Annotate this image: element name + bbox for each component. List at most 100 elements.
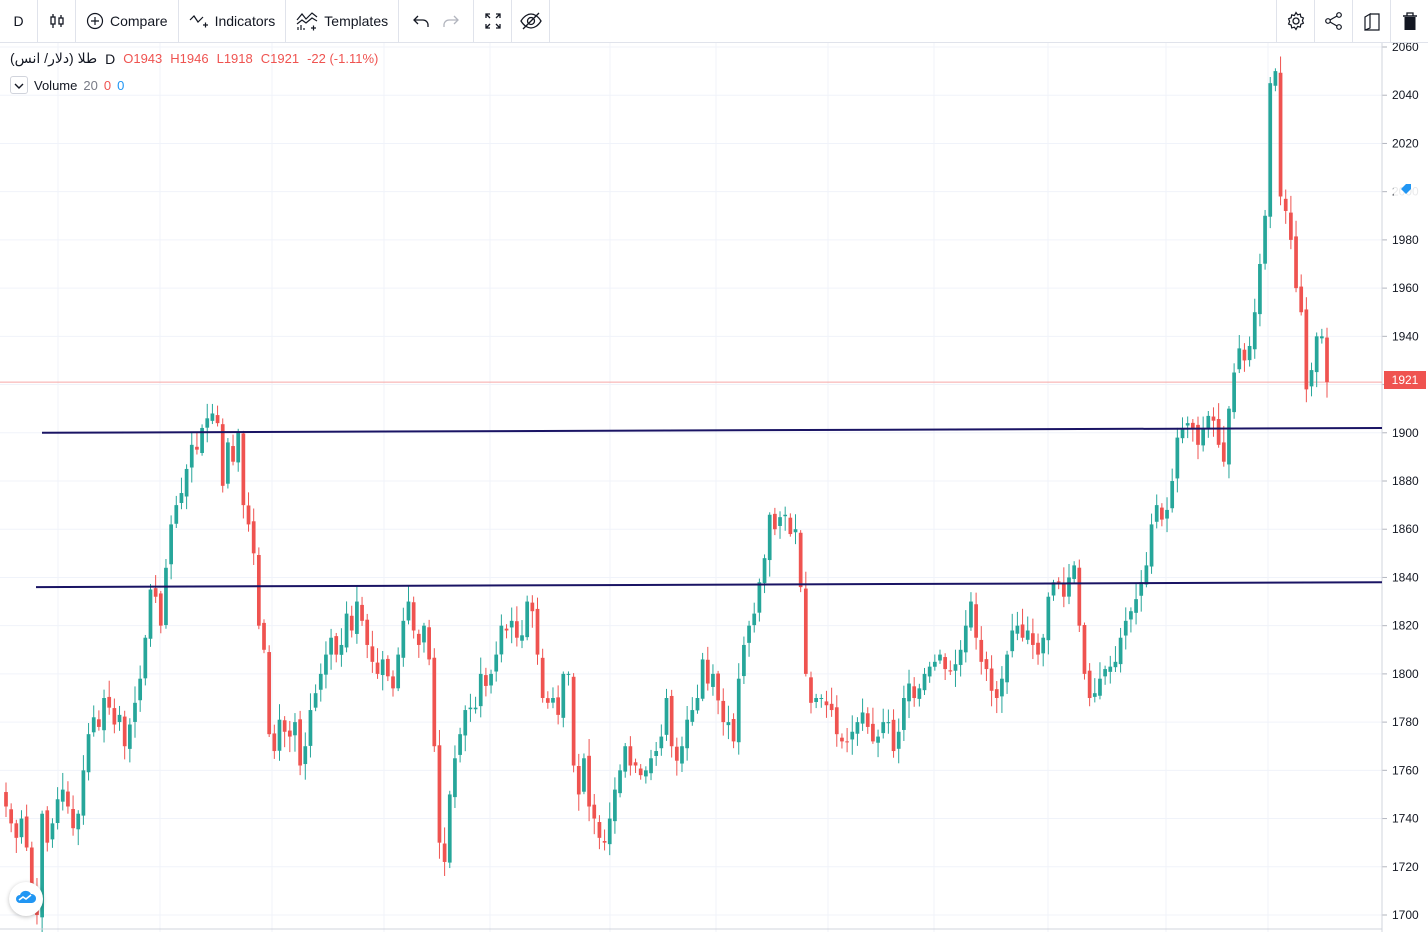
candle-body	[71, 809, 75, 829]
share-icon	[1324, 11, 1344, 31]
candle-body	[484, 675, 488, 686]
candle-body	[14, 823, 19, 838]
candle-body	[597, 822, 602, 838]
candle-body	[91, 717, 96, 733]
y-tick-label: 2040	[1392, 88, 1419, 102]
redo-icon[interactable]	[443, 14, 460, 28]
candle-body	[375, 662, 380, 674]
candle-body	[561, 673, 566, 718]
candle-body	[726, 722, 731, 726]
candle-body	[112, 708, 117, 725]
candle-body	[494, 654, 499, 672]
candle-body	[1000, 678, 1004, 697]
candle-body	[638, 768, 643, 776]
compare-button[interactable]: Compare	[76, 0, 179, 42]
candle-body	[654, 751, 659, 756]
candle-body	[1180, 427, 1185, 439]
candle-body	[938, 654, 942, 661]
candle-body	[659, 736, 664, 749]
candle-body	[602, 841, 607, 843]
settings-button[interactable]	[1276, 0, 1314, 42]
candle-body	[453, 758, 457, 798]
candle-body	[669, 695, 674, 747]
candle-body	[282, 720, 287, 732]
candle-body	[829, 703, 834, 711]
candle-body	[948, 670, 953, 672]
candle-body	[385, 658, 390, 677]
candle-body	[860, 712, 865, 724]
candle-body	[1123, 620, 1128, 636]
volume-value-a: 0	[103, 77, 112, 93]
candle-body	[711, 673, 715, 687]
candle-body	[1206, 415, 1211, 429]
candle-body	[762, 558, 767, 584]
candle-body	[695, 698, 700, 711]
candle-body	[355, 601, 359, 634]
candle-body	[432, 657, 437, 747]
symbol-name[interactable]: طلا (دلار/ انس)	[10, 50, 98, 66]
legend-change: -22 (-1.11%)	[307, 51, 379, 66]
candle-body	[747, 625, 751, 643]
y-tick-label: 1840	[1392, 570, 1419, 584]
hide-eye-icon	[519, 12, 542, 30]
candle-body	[349, 615, 354, 631]
undo-icon[interactable]	[413, 14, 429, 28]
price-chart[interactable]: 1700 1720 1740 1760 1780 1800 1820 1840 1860 1880…	[0, 43, 1428, 932]
indicators-button[interactable]: Indicators	[179, 0, 287, 42]
candle-body	[1314, 336, 1319, 373]
candle-body	[427, 627, 431, 660]
candle-body	[473, 707, 478, 710]
fullscreen-button[interactable]	[474, 0, 513, 42]
candle-body	[1015, 625, 1020, 634]
interval-button[interactable]: D	[0, 0, 38, 42]
candle-body	[499, 625, 504, 655]
tradingview-logo-button[interactable]	[9, 882, 43, 916]
candle-body	[406, 601, 411, 621]
candle-body	[256, 555, 261, 626]
candle-body	[803, 588, 808, 674]
share-button[interactable]	[1314, 0, 1352, 42]
chart-style-button[interactable]	[38, 0, 76, 42]
candle-body	[736, 678, 741, 743]
candle-body	[411, 602, 416, 631]
candle-body	[102, 698, 106, 731]
hide-drawings-button[interactable]	[512, 0, 551, 42]
legend-low: L1918	[216, 51, 253, 66]
candle-body	[463, 710, 468, 736]
candle-body	[1077, 567, 1082, 626]
candle-body	[927, 666, 932, 677]
candle-body	[246, 505, 251, 525]
candle-body	[520, 635, 524, 641]
templates-button[interactable]: Templates	[286, 0, 400, 42]
candle-body	[60, 789, 65, 802]
candle-body	[912, 686, 917, 698]
delete-button[interactable]	[1390, 0, 1428, 42]
price-scale-mark[interactable]	[1393, 178, 1419, 204]
candle-body	[1082, 625, 1087, 674]
candle-body	[339, 644, 344, 655]
collapse-legend-button[interactable]	[10, 76, 28, 94]
candle-body	[932, 661, 937, 667]
candle-body	[958, 649, 963, 665]
candle-body	[287, 730, 292, 737]
candle-body	[922, 673, 927, 691]
candle-body	[1113, 661, 1118, 668]
y-tick-label: 2020	[1392, 136, 1419, 150]
candle-body	[690, 710, 695, 722]
candle-body	[391, 676, 395, 689]
candle-body	[468, 707, 473, 710]
candle-body	[989, 668, 994, 691]
candle-body	[1160, 507, 1164, 520]
candle-body	[1175, 437, 1180, 479]
candle-body	[607, 818, 612, 845]
candle-body	[1092, 693, 1097, 697]
candle-body	[179, 493, 184, 503]
interval-label: D	[13, 13, 24, 29]
candle-body	[742, 644, 746, 677]
candle-body	[834, 707, 839, 735]
snapshot-button[interactable]	[1352, 0, 1390, 42]
candle-body	[1221, 442, 1226, 462]
candle-body	[447, 794, 452, 863]
y-tick-label: 1900	[1392, 426, 1419, 440]
candle-body	[226, 442, 230, 484]
